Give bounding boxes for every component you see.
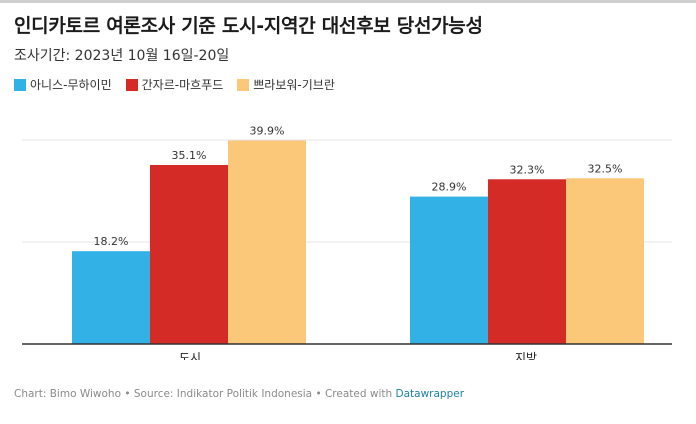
bar-chart: 18.2% 35.1% 39.9% 28.9% 32.3% 32.5% 도시 지방 [22,125,672,360]
chart-title: 인디카토르 여론조사 기준 도시-지역간 대선후보 당선가능성 [14,15,483,37]
top-border [0,0,696,3]
bar-1-series-1 [72,251,150,344]
chart-footer: Chart: Bimo Wiwoho • Source: Indikator P… [14,388,464,400]
bar-2-series-3 [566,178,644,344]
legend-swatch-series-1 [14,78,26,91]
value-label-1-series-2: 35.1% [172,149,207,162]
value-label-2-series-3: 32.5% [588,162,623,175]
value-label-2-series-1: 28.9% [432,181,467,194]
chart-subtitle: 조사기간: 2023년 10월 16일-20일 [14,48,230,64]
legend: 아니스-무하이민 간자르-마흐푸드 쁘라보워-기브란 [14,76,335,93]
legend-swatch-series-3 [237,78,250,91]
legend-item-series-3: 쁘라보워-기브란 [237,76,335,93]
legend-swatch-series-2 [125,78,138,91]
legend-label-series-1: 아니스-무하이민 [30,78,112,92]
legend-label-series-2: 간자르-마흐푸드 [141,78,224,92]
value-label-2-series-2: 32.3% [510,163,545,176]
category-label-2: 지방 [515,351,537,360]
bar-2-series-2 [488,179,566,344]
legend-item-series-2: 간자르-마흐푸드 [125,76,224,93]
value-label-1-series-3: 39.9% [250,125,285,138]
legend-label-series-3: 쁘라보워-기브란 [253,78,335,92]
footer-source: Chart: Bimo Wiwoho • Source: Indikator P… [14,388,396,400]
value-label-1-series-1: 18.2% [94,235,129,248]
legend-item-series-1: 아니스-무하이민 [14,76,112,93]
category-label-1: 도시 [179,351,201,360]
datawrapper-link[interactable]: Datawrapper [395,388,465,400]
bar-1-series-2 [150,164,228,344]
bar-1-series-3 [228,140,306,344]
bar-2-series-1 [410,196,488,344]
